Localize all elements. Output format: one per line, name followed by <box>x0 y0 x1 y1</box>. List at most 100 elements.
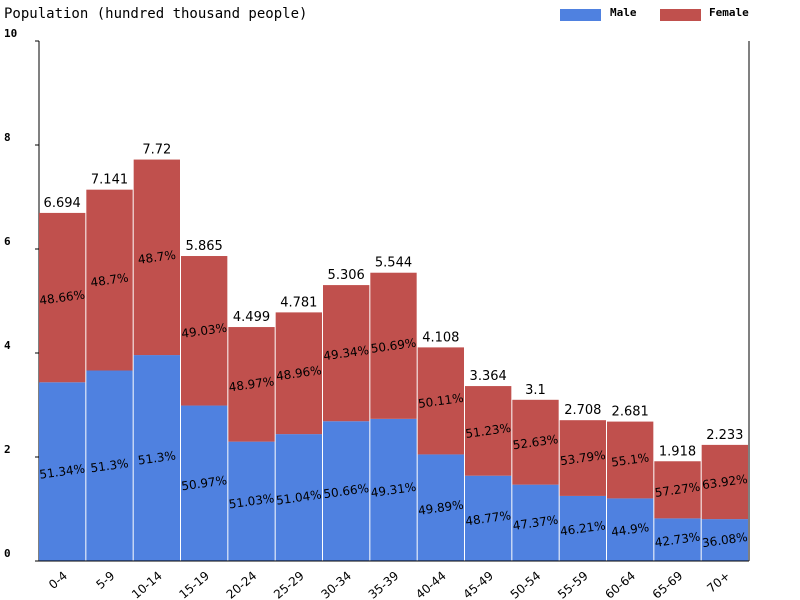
bar-female-segment <box>228 327 275 442</box>
x-tick-label: 20-24 <box>224 569 260 600</box>
male-percent-label: 46.21% <box>559 518 606 538</box>
female-percent-label: 48.97% <box>228 374 275 394</box>
male-percent-label: 50.97% <box>181 473 228 493</box>
female-percent-label: 52.63% <box>512 432 559 452</box>
y-tick-label: 8 <box>4 131 11 144</box>
bar-total-label: 4.781 <box>280 295 317 310</box>
bar-total-label: 5.306 <box>328 268 365 283</box>
male-percent-label: 48.77% <box>465 508 512 528</box>
bar-female-segment <box>465 386 512 476</box>
x-tick-label: 30-34 <box>318 569 354 600</box>
female-percent-label: 48.66% <box>39 287 86 307</box>
bar-total-label: 4.499 <box>233 310 270 325</box>
male-percent-label: 51.03% <box>228 491 275 511</box>
bar-female-segment <box>181 256 228 406</box>
bar-total-label: 7.141 <box>91 173 128 188</box>
bar-total-label: 3.1 <box>525 383 546 398</box>
bar-total-label: 1.918 <box>659 444 696 459</box>
bar-labels: 6.694 51.34% 48.66% 7.141 51.3% 48.7% 7.72 51.3… <box>39 143 749 551</box>
y-tick-label: 0 <box>4 547 11 560</box>
female-percent-label: 49.34% <box>323 343 370 363</box>
y-tick-label: 4 <box>4 339 11 352</box>
bar-male-segment <box>654 518 701 561</box>
female-percent-label: 53.79% <box>559 448 606 468</box>
male-percent-label: 47.37% <box>512 513 559 533</box>
bar-total-label: 5.865 <box>186 239 223 254</box>
bar-total-label: 3.364 <box>470 369 507 384</box>
bar-female-segment <box>417 347 464 455</box>
y-tick-label: 2 <box>4 443 11 456</box>
bar-female-segment <box>86 189 133 371</box>
female-percent-label: 50.69% <box>370 336 417 356</box>
bar-total-label: 4.108 <box>422 330 459 345</box>
bar-female-segment <box>701 444 748 520</box>
x-tick-label: 35-39 <box>366 569 402 600</box>
bar-female-segment <box>370 272 417 419</box>
x-tick-label: 45-49 <box>460 569 496 600</box>
bars <box>39 159 748 561</box>
bar-female-segment <box>323 285 370 422</box>
male-percent-label: 50.66% <box>323 481 370 501</box>
bar-female-segment <box>275 312 322 435</box>
x-tick-label: 0-4 <box>46 569 70 592</box>
bar-female-segment <box>559 420 606 496</box>
x-axis: 0-4 5-9 10-14 15-19 20-24 25-29 30-34 35-39 40-4… <box>39 560 749 600</box>
bar-male-segment <box>323 421 370 561</box>
bar-male-segment <box>559 495 606 561</box>
female-percent-label: 49.03% <box>181 321 228 341</box>
bar-male-segment <box>465 475 512 561</box>
female-percent-label: 63.92% <box>701 472 748 492</box>
legend-male-swatch <box>560 9 601 21</box>
bar-total-label: 6.694 <box>44 196 81 211</box>
x-tick-label: 65-69 <box>650 569 686 600</box>
bar-total-label: 2.233 <box>706 428 743 443</box>
x-tick-label: 25-29 <box>271 569 307 600</box>
x-tick-label: 70+ <box>704 569 732 596</box>
male-percent-label: 49.31% <box>370 480 417 500</box>
female-percent-label: 48.7% <box>137 248 177 267</box>
female-percent-label: 50.11% <box>417 391 464 411</box>
female-percent-label: 48.96% <box>275 363 322 383</box>
bar-male-segment <box>86 370 133 561</box>
bar-female-segment <box>512 399 559 485</box>
bar-total-label: 5.544 <box>375 256 412 271</box>
x-tick-label: 60-64 <box>602 569 638 600</box>
male-percent-label: 51.3% <box>137 448 177 467</box>
x-tick-label: 15-19 <box>176 569 212 600</box>
male-percent-label: 36.08% <box>701 530 748 550</box>
male-percent-label: 49.89% <box>417 498 464 518</box>
female-percent-label: 57.27% <box>654 480 701 500</box>
bar-male-segment <box>275 434 322 561</box>
male-percent-label: 44.9% <box>610 520 650 539</box>
male-percent-label: 51.04% <box>275 487 322 507</box>
y-tick-label: 10 <box>4 27 17 40</box>
bar-female-segment <box>39 212 86 383</box>
bar-male-segment <box>701 519 748 561</box>
bar-total-label: 2.681 <box>612 405 649 420</box>
bar-total-label: 7.72 <box>142 143 171 158</box>
bar-male-segment <box>417 454 464 561</box>
x-tick-label: 55-59 <box>555 569 591 600</box>
male-percent-label: 51.3% <box>90 456 130 475</box>
legend: Male Female <box>560 6 749 21</box>
female-percent-label: 55.1% <box>610 450 650 469</box>
bar-male-segment <box>228 441 275 561</box>
bar-male-segment <box>181 405 228 561</box>
legend-female-swatch <box>660 9 701 21</box>
male-percent-label: 42.73% <box>654 530 701 550</box>
y-tick-label: 6 <box>4 235 11 248</box>
female-percent-label: 48.7% <box>90 271 130 290</box>
x-tick-label: 40-44 <box>413 569 449 600</box>
bar-male-segment <box>607 498 654 561</box>
bar-female-segment <box>654 461 701 519</box>
legend-male-label: Male <box>610 6 637 19</box>
x-tick-label: 50-54 <box>508 569 544 600</box>
bar-female-segment <box>607 421 654 499</box>
legend-female-label: Female <box>709 6 749 19</box>
bar-total-label: 2.708 <box>564 403 601 418</box>
male-percent-label: 51.34% <box>39 462 86 482</box>
chart-title: Population (hundred thousand people) <box>4 6 307 22</box>
bar-male-segment <box>370 418 417 561</box>
bar-male-segment <box>133 355 180 561</box>
x-tick-label: 10-14 <box>129 569 165 600</box>
